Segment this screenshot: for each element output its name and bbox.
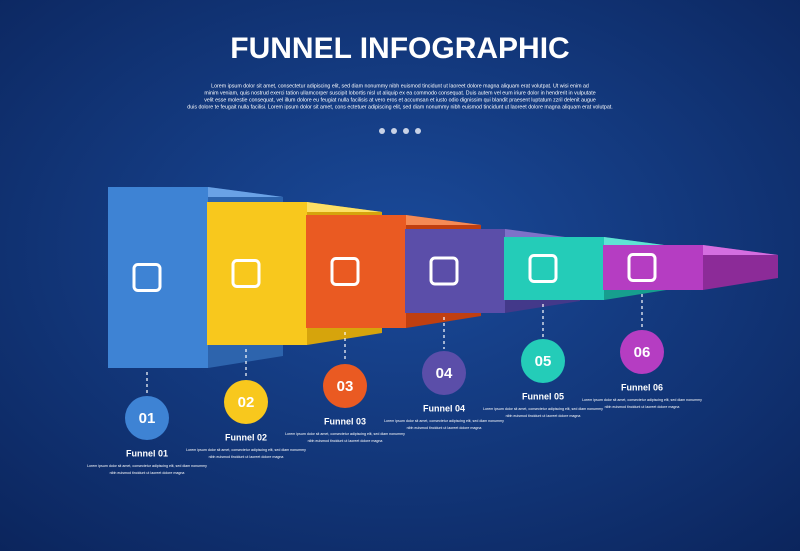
step-text: Lorem ipsum dolor sit amet, consectetur …	[582, 398, 702, 402]
step-text: Lorem ipsum dolor sit amet, consectetur …	[384, 419, 504, 423]
step-number: 02	[238, 394, 255, 411]
funnel-block	[603, 245, 778, 290]
step-text: Lorem ipsum dolor sit amet, consectetur …	[483, 407, 603, 411]
step-circle	[323, 364, 367, 408]
step-circle	[620, 330, 664, 374]
step-label: Funnel 03	[324, 416, 366, 426]
step-text: nibh euismod tincidunt ut laoreet dolore…	[605, 405, 680, 409]
step-number: 03	[337, 378, 354, 395]
step-label: Funnel 01	[126, 448, 168, 458]
step-circle	[125, 396, 169, 440]
block-front	[603, 245, 703, 290]
block-front	[207, 202, 307, 345]
icon	[528, 254, 558, 283]
step-text: Lorem ipsum dolor sit amet, consectetur …	[87, 464, 207, 468]
description: Lorem ipsum dolor sit amet, consectetur …	[187, 83, 612, 110]
description-line: velit esse molestie consequat, vel illum…	[204, 97, 596, 103]
step-circle	[521, 339, 565, 383]
step-number: 05	[535, 353, 552, 370]
step-circle	[422, 351, 466, 395]
step-label: Funnel 05	[522, 391, 564, 401]
description-line: minim veniam, quis nostrud exerci tation…	[204, 90, 595, 96]
step-text: Lorem ipsum dolor sit amet, consectetur …	[285, 432, 405, 436]
step-label: Funnel 04	[423, 403, 465, 413]
block-side	[703, 245, 778, 290]
icon	[429, 256, 459, 286]
step-label: Funnel 02	[225, 432, 267, 442]
step-number: 06	[634, 344, 651, 361]
step-text: nibh euismod tincidunt ut laoreet dolore…	[308, 439, 383, 443]
step-text: nibh euismod tincidunt ut laoreet dolore…	[209, 455, 284, 459]
step-text: nibh euismod tincidunt ut laoreet dolore…	[110, 471, 185, 475]
step-number: 01	[139, 410, 156, 427]
step-number: 04	[436, 365, 453, 382]
description-line: Lorem ipsum dolor sit amet, consectetur …	[211, 83, 589, 89]
step-text: nibh euismod tincidunt ut laoreet dolore…	[407, 426, 482, 430]
block-front	[306, 215, 406, 328]
icon	[330, 257, 360, 286]
icon	[627, 253, 657, 282]
icon	[231, 259, 261, 288]
description-line: duis dolore te feugait nulla facilisi. L…	[187, 104, 612, 110]
step-circle	[224, 380, 268, 424]
step-text: Lorem ipsum dolor sit amet, consectetur …	[186, 448, 306, 452]
title: FUNNEL INFOGRAPHIC	[230, 32, 569, 65]
icon	[132, 263, 162, 292]
block-front	[504, 237, 604, 300]
block-front	[405, 229, 505, 313]
step-label: Funnel 06	[621, 382, 663, 392]
block-front	[108, 187, 208, 368]
dots	[379, 128, 421, 134]
step-text: nibh euismod tincidunt ut laoreet dolore…	[506, 414, 581, 418]
